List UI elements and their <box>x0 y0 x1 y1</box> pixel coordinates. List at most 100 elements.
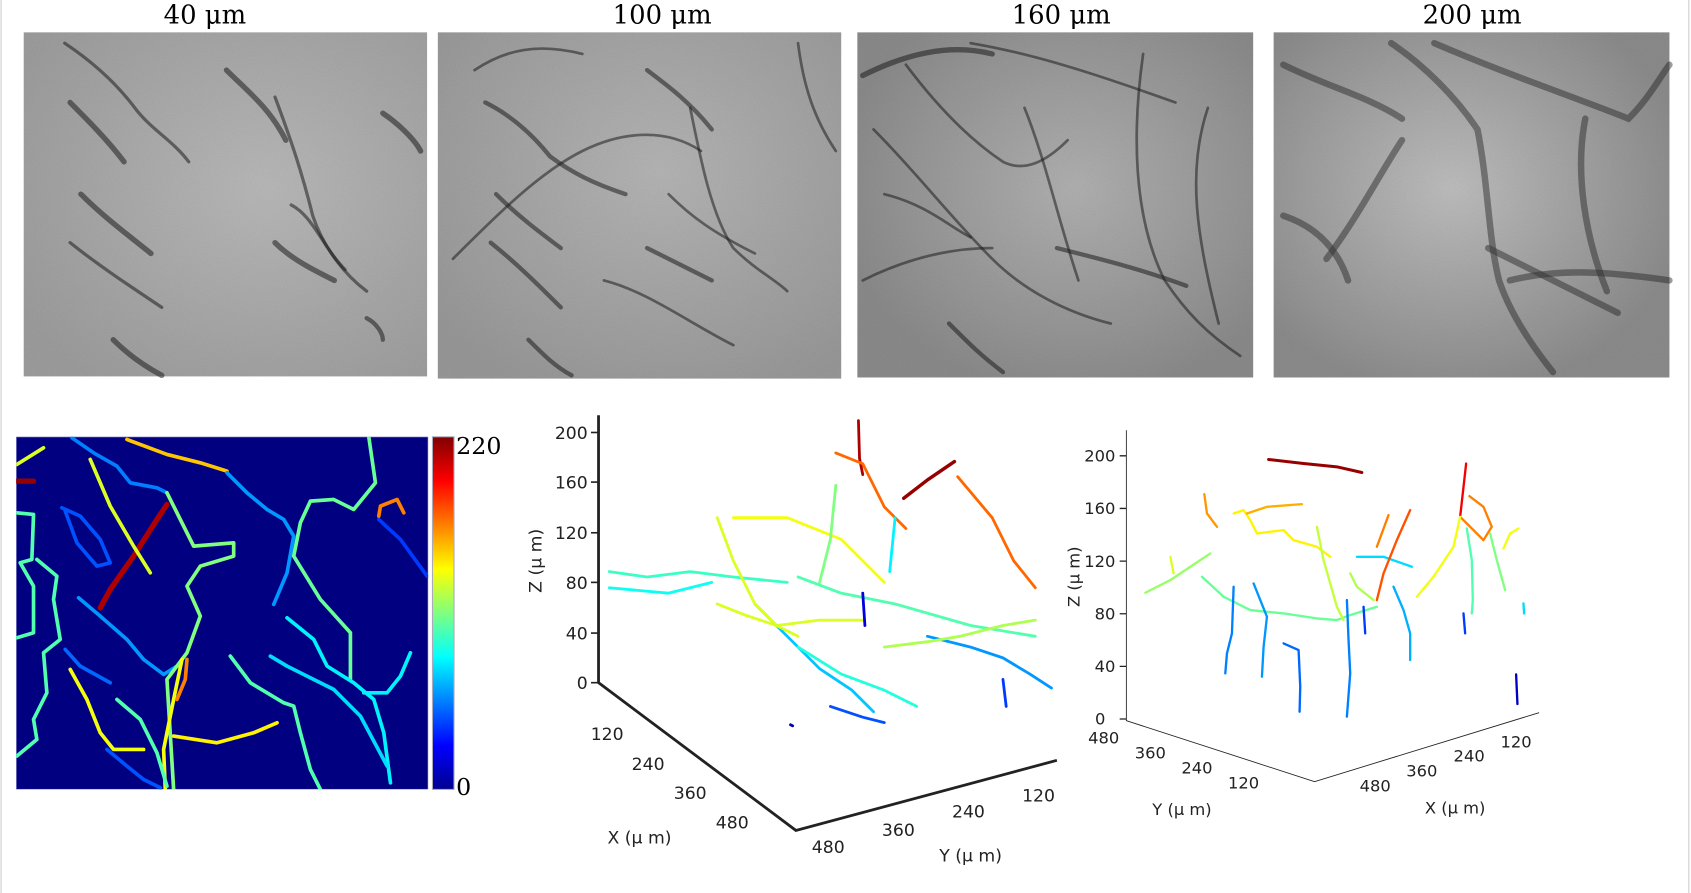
x-tick-480: 480 <box>1360 777 1391 796</box>
panel-title-100um: 100 μm <box>613 1 712 31</box>
vessel-trace <box>1144 552 1212 594</box>
x-tick-120: 120 <box>1501 732 1532 751</box>
vessel-trace <box>818 483 838 584</box>
vessel-trace <box>1349 572 1375 602</box>
vessel-trace <box>1458 462 1468 518</box>
x-tick-480: 480 <box>716 813 749 833</box>
vessel-trace <box>1203 492 1219 528</box>
vessel-trace <box>1169 555 1175 575</box>
vessel-trace <box>857 419 865 476</box>
vessel-trace <box>175 657 189 702</box>
z-tick-0: 0 <box>577 674 588 694</box>
panel-title-200um: 200 μm <box>1423 1 1522 31</box>
z-tick-160: 160 <box>555 474 588 494</box>
vessel-trace <box>1415 515 1462 598</box>
3d-axes-lines <box>1125 430 1540 783</box>
vessel-trace <box>376 517 429 578</box>
z-tick-200: 200 <box>1084 447 1115 466</box>
vessel-trace <box>888 516 897 574</box>
vessel-trace <box>1392 585 1412 662</box>
vessel-trace <box>1362 605 1367 635</box>
vessel-trace <box>1375 508 1412 602</box>
x-tick-240: 240 <box>632 755 665 775</box>
vessel-trace <box>1502 527 1520 550</box>
x-tick-120: 120 <box>591 725 624 745</box>
vessel-trace <box>105 747 163 790</box>
vessel-trace <box>902 459 957 500</box>
x-axis-label: X (μ m) <box>608 828 672 848</box>
vessel-trace <box>16 510 36 640</box>
vessel-trace <box>228 654 323 790</box>
colorbar: 220 0 <box>431 432 501 801</box>
vessel-trace <box>715 602 865 627</box>
vessel-trace <box>1200 575 1379 622</box>
vessel-trace <box>731 516 886 584</box>
z-tick-0: 0 <box>1095 710 1105 729</box>
vessel-trace <box>956 475 1037 590</box>
vessel-trace <box>76 595 179 677</box>
z-tick-40: 40 <box>1095 657 1116 676</box>
vessel-trace <box>1252 582 1269 678</box>
vessel-trace <box>70 436 169 495</box>
vessel-trace <box>60 505 113 568</box>
microscopy-image-100um <box>437 32 842 379</box>
vessel-trace <box>607 580 714 595</box>
colorbar-min-label: 0 <box>456 773 471 801</box>
z-axis-ticks <box>590 431 599 684</box>
y-tick-120: 120 <box>1022 786 1055 806</box>
x-axis-label: X (μ m) <box>1425 798 1486 817</box>
y-tick-240: 240 <box>952 802 985 822</box>
y-tick-120: 120 <box>1228 773 1259 792</box>
z-tick-40: 40 <box>566 625 588 645</box>
vessel-trace <box>1001 678 1008 708</box>
colorbar-max-label: 220 <box>456 432 501 460</box>
y-tick-480: 480 <box>1088 728 1119 747</box>
z-tick-200: 200 <box>555 424 588 444</box>
vessel-trace <box>1232 508 1332 558</box>
3d-axes-lines <box>597 415 1058 832</box>
3d-plot-oblique: 200 160 120 80 40 0 Z (μ m) 120 240 360 … <box>526 415 1058 867</box>
vessel-trace <box>285 615 393 785</box>
vessel-trace <box>1465 527 1474 615</box>
panel-title-160um: 160 μm <box>1012 1 1111 31</box>
vessel-trace <box>16 557 63 758</box>
vessel-trace <box>1458 494 1493 542</box>
vessel-trace <box>796 645 919 708</box>
vessel-trace <box>715 516 800 638</box>
vessel-trace <box>171 720 279 745</box>
vessel-trace <box>225 470 296 607</box>
vessel-trace <box>1355 555 1414 568</box>
vessel-trace <box>361 650 413 695</box>
vessel-trace <box>861 591 867 627</box>
z-axis-label: Z (μ m) <box>526 529 546 593</box>
vessel-trace <box>1522 602 1526 615</box>
vessel-trace <box>789 723 795 728</box>
z-tick-120: 120 <box>555 524 588 544</box>
vessel-trace <box>828 705 886 724</box>
y-tick-480: 480 <box>812 838 845 858</box>
vessel-trace <box>607 570 789 584</box>
vessel-trace <box>376 497 406 518</box>
microscopy-image-160um <box>857 32 1254 378</box>
y-tick-360: 360 <box>882 821 915 841</box>
z-tick-120: 120 <box>1084 552 1115 571</box>
x-tick-240: 240 <box>1454 747 1485 766</box>
z-tick-80: 80 <box>1095 604 1116 623</box>
vessel-trace <box>268 654 389 768</box>
vessel-trace <box>115 697 169 788</box>
y-tick-240: 240 <box>1181 758 1212 777</box>
3d-plot-side: 200 160 120 80 40 0 Z (μ m) 480 360 240 … <box>1065 430 1540 819</box>
vessel-trace <box>882 618 1037 649</box>
z-axis-label: Z (μ m) <box>1065 546 1084 607</box>
vessel-trace <box>63 647 113 685</box>
depth-map <box>16 436 429 790</box>
microscopy-image-40um <box>23 32 428 379</box>
y-tick-360: 360 <box>1135 743 1166 762</box>
vessel-trace <box>1462 612 1467 635</box>
depth-map-background <box>16 436 429 790</box>
vessel-trace <box>1488 532 1507 592</box>
panel-title-40um: 40 μm <box>164 1 247 31</box>
vessel-trace <box>291 436 378 682</box>
vessel-trace <box>88 457 153 575</box>
